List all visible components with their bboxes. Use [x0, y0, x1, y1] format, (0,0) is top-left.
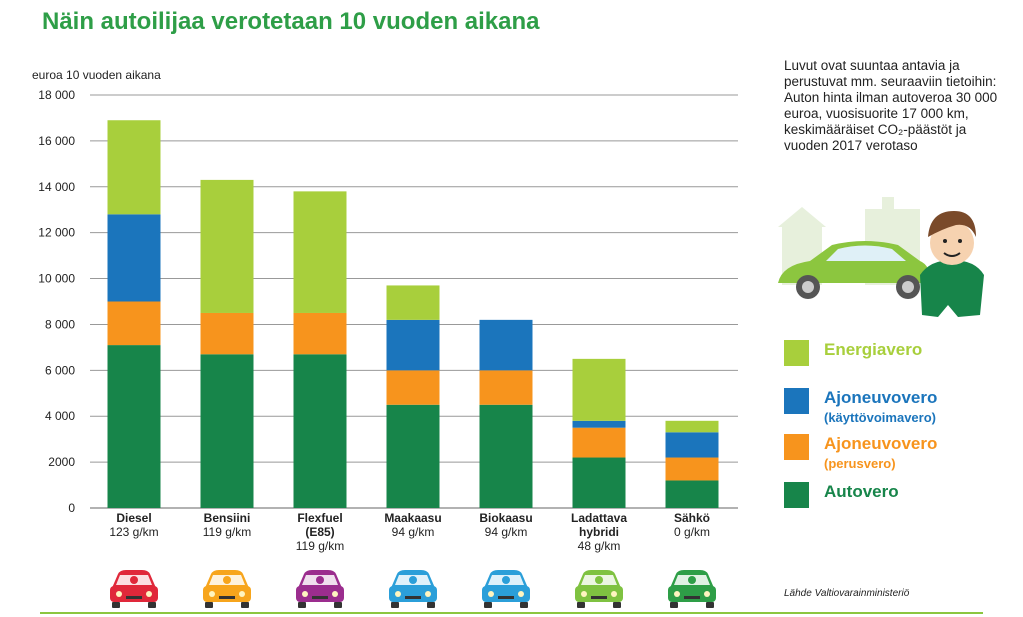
bar-segment-autovero: [200, 354, 254, 508]
y-tick-label: 8 000: [45, 317, 75, 331]
legend-swatch: [784, 482, 809, 508]
emission-label: 119 g/km: [203, 525, 251, 539]
bar-segment-ajoneuvovero-perusvero-: [479, 370, 533, 405]
y-tick-label: 16 000: [38, 134, 75, 148]
car-icon: [389, 570, 437, 608]
y-tick-label: 2000: [48, 455, 75, 469]
y-tick-label: 14 000: [38, 180, 75, 194]
bar-segment-autovero: [479, 404, 533, 508]
category-label: Maakaasu: [384, 511, 441, 525]
legend-label: Autovero: [824, 482, 899, 501]
source-note: Lähde Valtiovarainministeriö: [784, 588, 910, 599]
y-axis-label: euroa 10 vuoden aikana: [32, 68, 161, 82]
legend-sublabel: (perusvero): [824, 456, 896, 471]
bar-segment-energiavero: [293, 191, 347, 313]
bar-segment-ajoneuvovero-perusvero-: [293, 312, 347, 355]
car-icon: [110, 570, 158, 608]
bar-segment-ajoneuvovero-k-ytt-voimavero-: [386, 319, 440, 371]
legend-swatch: [784, 340, 809, 366]
legend-swatch: [784, 388, 809, 414]
bar-segment-ajoneuvovero-perusvero-: [572, 427, 626, 458]
category-label: Sähkö: [674, 511, 710, 525]
y-tick-label: 18 000: [38, 88, 75, 102]
legend-label: Energiavero: [824, 340, 923, 359]
emission-label: 94 g/km: [485, 525, 528, 539]
bar-segment-ajoneuvovero-k-ytt-voimavero-: [572, 420, 626, 428]
bar-segment-autovero: [572, 457, 626, 508]
bar-segment-autovero: [293, 354, 347, 508]
car-icon: [668, 570, 716, 608]
bar-segment-energiavero: [386, 285, 440, 320]
bar-segment-ajoneuvovero-perusvero-: [107, 301, 161, 346]
stacked-bar-chart: 0 2000 4 000 6 000 8 000 10 000 12 000 14 000 16…: [38, 88, 738, 608]
bar-segment-autovero: [665, 480, 719, 508]
bar-segment-ajoneuvovero-perusvero-: [200, 312, 254, 355]
y-tick-label: 6 000: [45, 363, 75, 377]
car-icon: [575, 570, 623, 608]
bar-segment-energiavero: [107, 120, 161, 215]
category-label: Biokaasu: [479, 511, 532, 525]
bar-segment-energiavero: [572, 358, 626, 421]
emission-label: 123 g/km: [109, 525, 158, 539]
car-and-driver-illustration: [778, 197, 984, 317]
bar-segment-energiavero: [665, 420, 719, 433]
emission-label: 48 g/km: [578, 539, 621, 553]
legend-label: Ajoneuvovero: [824, 434, 938, 453]
y-tick-label: 10 000: [38, 272, 75, 286]
legend-sublabel: (käyttövoimavero): [824, 410, 936, 425]
y-tick-label: 12 000: [38, 226, 75, 240]
bar-segment-autovero: [386, 404, 440, 508]
category-label: hybridi: [579, 525, 619, 539]
car-icon: [296, 570, 344, 608]
emission-label: 0 g/km: [674, 525, 710, 539]
legend-swatch: [784, 434, 809, 460]
category-label: Diesel: [116, 511, 151, 525]
legend-label: Ajoneuvovero: [824, 388, 938, 407]
bottom-divider: [40, 612, 983, 614]
info-note: Luvut ovat suuntaa antavia ja perustuvat…: [784, 58, 998, 153]
bar-segment-ajoneuvovero-k-ytt-voimavero-: [665, 432, 719, 458]
bar-segment-energiavero: [200, 179, 254, 313]
chart-title: Näin autoilijaa verotetaan 10 vuoden aik…: [42, 8, 540, 35]
bar-segment-ajoneuvovero-perusvero-: [665, 457, 719, 481]
category-label: Flexfuel: [297, 511, 342, 525]
bar-segment-ajoneuvovero-perusvero-: [386, 370, 440, 405]
car-icon: [482, 570, 530, 608]
category-label: Ladattava: [571, 511, 627, 525]
bar-segment-autovero: [107, 345, 161, 508]
y-tick-label: 4 000: [45, 409, 75, 423]
bar-segment-ajoneuvovero-k-ytt-voimavero-: [479, 319, 533, 371]
y-tick-label: 0: [68, 501, 75, 515]
emission-label: 94 g/km: [392, 525, 435, 539]
category-label: Bensiini: [204, 511, 251, 525]
category-label: (E85): [305, 525, 334, 539]
bar-segment-ajoneuvovero-k-ytt-voimavero-: [107, 214, 161, 302]
car-icon: [203, 570, 251, 608]
emission-label: 119 g/km: [296, 539, 344, 553]
